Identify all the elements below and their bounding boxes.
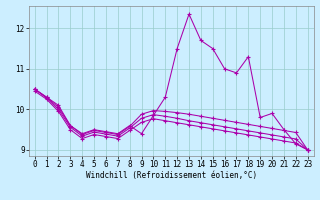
X-axis label: Windchill (Refroidissement éolien,°C): Windchill (Refroidissement éolien,°C) xyxy=(86,171,257,180)
